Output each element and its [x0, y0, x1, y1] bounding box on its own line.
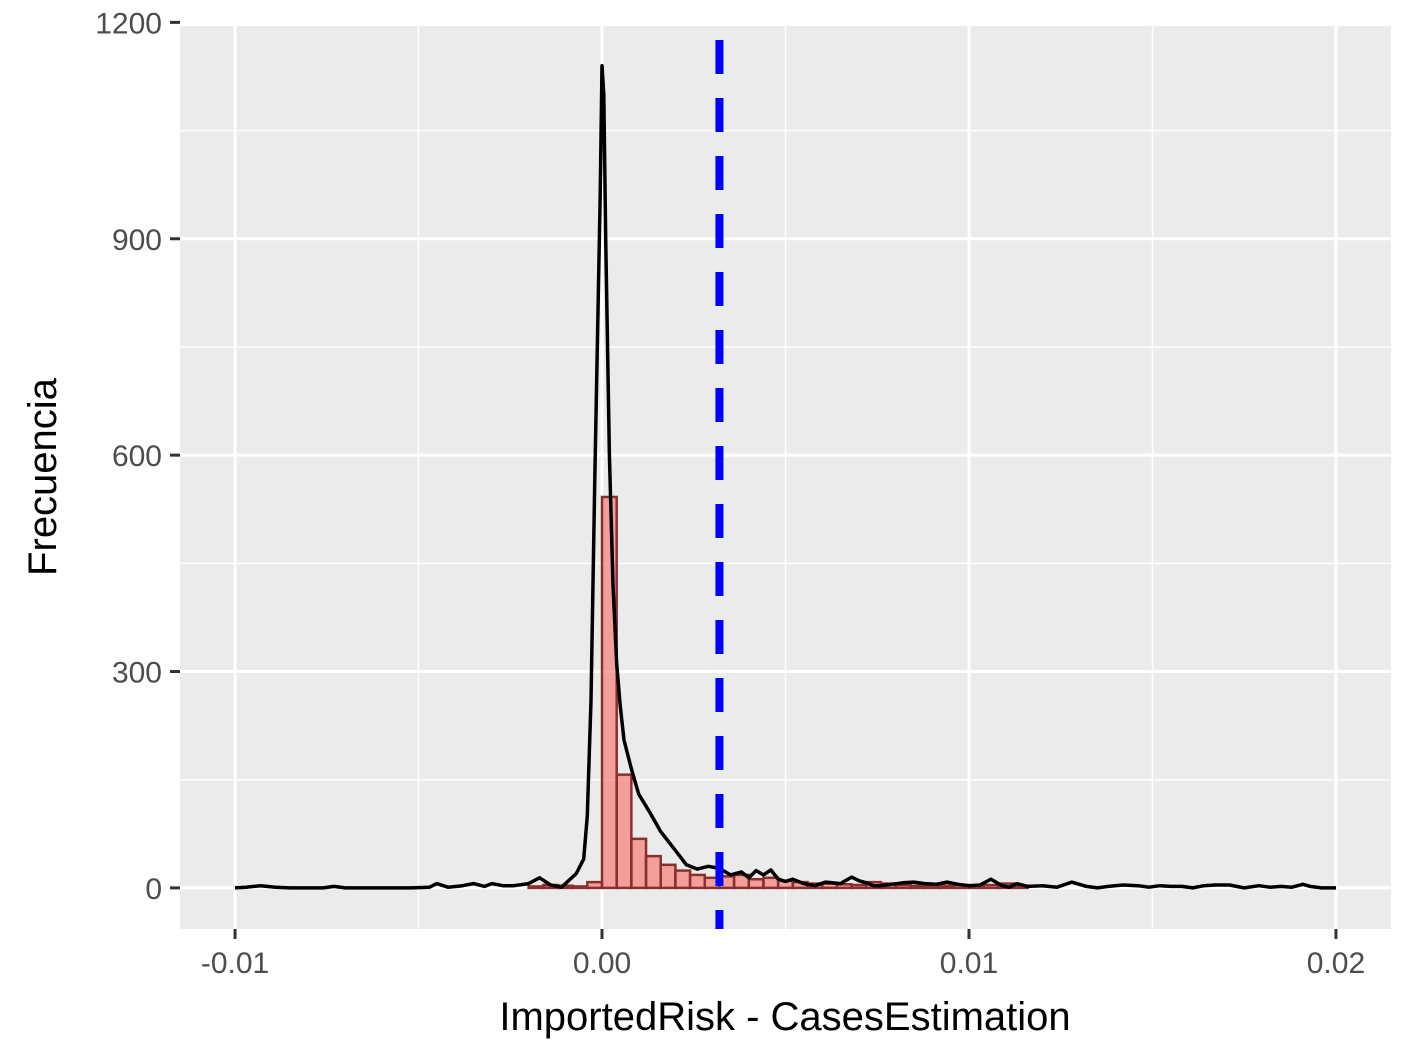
histogram-bar	[644, 854, 662, 890]
grid-minor	[180, 26, 1391, 929]
histogram-bar	[688, 873, 707, 890]
y-tick-label: 900	[112, 224, 162, 257]
x-axis: -0.01 0.00 0.01 0.02	[201, 929, 1365, 980]
histogram-bar	[909, 884, 927, 890]
histogram-bar	[659, 863, 677, 890]
histogram-bar	[894, 883, 912, 890]
histogram-bar	[982, 883, 1000, 890]
y-axis: 0 300 600 900 1200	[95, 7, 180, 906]
x-tick-label: 0.02	[1307, 947, 1365, 980]
histogram-bar	[527, 885, 545, 890]
x-tick-label: -0.01	[201, 947, 269, 980]
histogram-bar	[747, 877, 765, 890]
histogram-bar	[571, 885, 589, 890]
histogram-bar	[850, 883, 868, 890]
y-tick-label: 300	[112, 657, 162, 690]
histogram-bar	[600, 495, 618, 890]
histogram-bar	[923, 885, 941, 890]
histogram-bar	[586, 880, 604, 890]
x-tick-label: 0.00	[573, 947, 631, 980]
histogram-bar	[630, 837, 648, 890]
y-tick-label: 0	[145, 873, 162, 906]
x-axis-title: ImportedRisk - CasesEstimation	[499, 995, 1070, 1039]
histogram-bar	[938, 884, 956, 890]
histogram-bar	[615, 773, 633, 890]
density-line	[234, 63, 1336, 890]
y-tick-label: 1200	[95, 7, 162, 40]
y-axis-title: Frecuencia	[21, 377, 65, 576]
histogram-bar	[762, 876, 780, 890]
y-tick-label: 600	[112, 440, 162, 473]
x-tick-label: 0.01	[940, 947, 998, 980]
histogram-bar	[674, 869, 692, 890]
